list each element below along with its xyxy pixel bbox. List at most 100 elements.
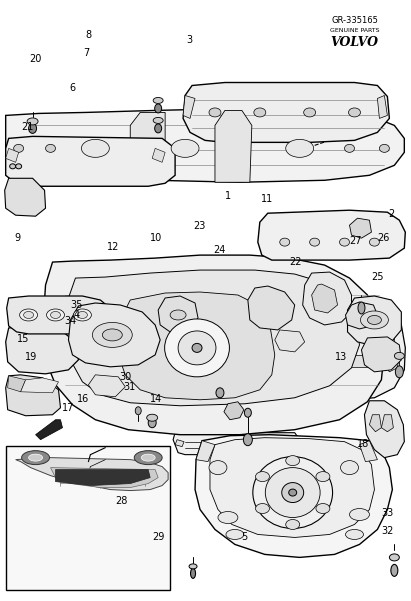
Ellipse shape <box>316 472 330 481</box>
Ellipse shape <box>218 511 238 523</box>
Polygon shape <box>302 272 351 325</box>
Polygon shape <box>312 284 337 313</box>
Polygon shape <box>210 438 374 537</box>
Polygon shape <box>173 433 302 454</box>
Text: 7: 7 <box>83 49 90 58</box>
Text: 20: 20 <box>29 55 42 64</box>
Polygon shape <box>349 320 372 332</box>
Polygon shape <box>16 457 168 490</box>
Ellipse shape <box>349 508 369 520</box>
Ellipse shape <box>29 123 37 133</box>
Polygon shape <box>348 296 401 346</box>
Ellipse shape <box>289 489 297 496</box>
Polygon shape <box>21 378 58 393</box>
Ellipse shape <box>358 302 365 314</box>
Polygon shape <box>295 355 320 369</box>
Ellipse shape <box>192 343 202 352</box>
Polygon shape <box>7 296 112 334</box>
Ellipse shape <box>256 504 270 513</box>
Ellipse shape <box>171 139 199 157</box>
Ellipse shape <box>153 97 163 103</box>
Ellipse shape <box>369 238 379 246</box>
Polygon shape <box>6 148 18 162</box>
Text: 22: 22 <box>289 257 302 266</box>
Ellipse shape <box>346 529 363 540</box>
Text: 19: 19 <box>25 352 37 362</box>
Polygon shape <box>69 303 160 367</box>
Polygon shape <box>5 178 46 216</box>
Ellipse shape <box>20 309 37 321</box>
Polygon shape <box>381 415 393 432</box>
Text: 33: 33 <box>382 508 394 518</box>
Ellipse shape <box>286 139 314 157</box>
Polygon shape <box>369 415 381 432</box>
Polygon shape <box>36 419 62 440</box>
Ellipse shape <box>141 454 155 461</box>
Polygon shape <box>88 375 125 397</box>
Polygon shape <box>152 148 165 162</box>
Ellipse shape <box>191 569 196 578</box>
Ellipse shape <box>209 108 221 117</box>
Polygon shape <box>258 210 405 260</box>
Ellipse shape <box>245 408 252 417</box>
Ellipse shape <box>135 407 141 415</box>
Text: 10: 10 <box>150 233 162 243</box>
Ellipse shape <box>189 564 197 569</box>
Ellipse shape <box>360 311 388 329</box>
Ellipse shape <box>389 554 399 561</box>
Polygon shape <box>365 401 404 457</box>
Ellipse shape <box>216 388 224 398</box>
Ellipse shape <box>316 504 330 513</box>
Ellipse shape <box>74 309 91 321</box>
Polygon shape <box>158 296 198 332</box>
Ellipse shape <box>153 117 163 123</box>
Polygon shape <box>377 96 388 118</box>
Ellipse shape <box>77 311 88 319</box>
Text: 17: 17 <box>62 403 74 413</box>
Text: 3: 3 <box>186 35 192 44</box>
Polygon shape <box>6 446 170 590</box>
Ellipse shape <box>27 118 38 125</box>
Ellipse shape <box>286 519 300 529</box>
Polygon shape <box>360 441 377 462</box>
Ellipse shape <box>14 144 23 152</box>
Polygon shape <box>51 468 158 487</box>
Ellipse shape <box>178 331 216 365</box>
Polygon shape <box>8 376 25 392</box>
Ellipse shape <box>379 144 389 152</box>
Ellipse shape <box>165 319 229 377</box>
Ellipse shape <box>155 104 162 113</box>
Ellipse shape <box>341 460 358 475</box>
Text: 35: 35 <box>70 300 83 310</box>
Polygon shape <box>295 330 320 344</box>
Text: 26: 26 <box>377 233 390 243</box>
Ellipse shape <box>170 310 186 320</box>
Ellipse shape <box>102 329 122 341</box>
Text: GR-335165: GR-335165 <box>331 16 378 25</box>
Ellipse shape <box>304 108 316 117</box>
Text: 32: 32 <box>381 526 394 536</box>
Polygon shape <box>67 270 360 406</box>
Polygon shape <box>55 469 150 486</box>
Text: 12: 12 <box>107 242 120 252</box>
Ellipse shape <box>134 451 162 465</box>
Text: 14: 14 <box>150 394 162 404</box>
Polygon shape <box>320 320 342 332</box>
Polygon shape <box>349 355 372 367</box>
Text: 29: 29 <box>152 532 164 542</box>
Ellipse shape <box>339 238 349 246</box>
Text: 24: 24 <box>214 245 226 255</box>
Text: 11: 11 <box>261 194 273 204</box>
Ellipse shape <box>46 144 55 152</box>
Ellipse shape <box>286 456 300 466</box>
Ellipse shape <box>265 468 320 517</box>
Polygon shape <box>278 298 405 400</box>
Polygon shape <box>384 345 399 372</box>
Text: 15: 15 <box>17 335 30 344</box>
Polygon shape <box>215 111 252 182</box>
Text: 1: 1 <box>225 191 231 201</box>
Text: 21: 21 <box>21 121 34 132</box>
Ellipse shape <box>344 144 355 152</box>
Text: 28: 28 <box>115 496 128 507</box>
Ellipse shape <box>253 457 332 528</box>
